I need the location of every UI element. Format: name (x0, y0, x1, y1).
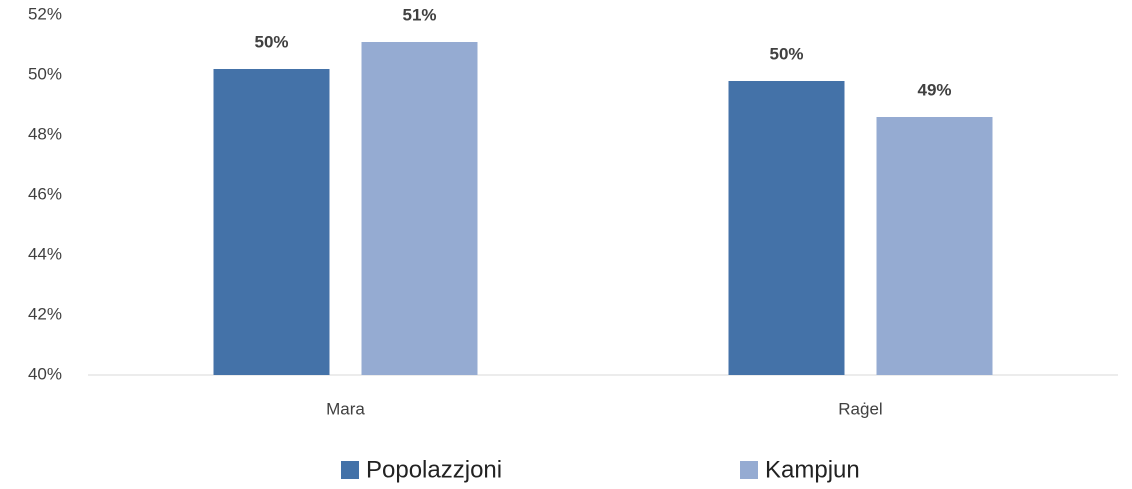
legend-swatch (740, 461, 758, 479)
bar (213, 69, 330, 375)
y-tick-label: 50% (28, 64, 62, 83)
data-label: 51% (402, 5, 436, 24)
y-tick-label: 40% (28, 364, 62, 383)
y-tick-label: 52% (28, 4, 62, 23)
bar (361, 42, 478, 375)
y-tick-label: 42% (28, 304, 62, 323)
legend-label: Popolazzjoni (366, 456, 502, 483)
x-tick-label: Raġel (838, 399, 882, 418)
data-label: 50% (254, 32, 288, 51)
y-tick-label: 48% (28, 124, 62, 143)
legend-label: Kampjun (765, 456, 860, 483)
legend-swatch (341, 461, 359, 479)
x-tick-label: Mara (326, 399, 365, 418)
data-label: 49% (917, 80, 951, 99)
bar (876, 117, 993, 375)
bar (728, 81, 845, 375)
y-tick-label: 46% (28, 184, 62, 203)
y-tick-label: 44% (28, 244, 62, 263)
data-label: 50% (769, 44, 803, 63)
